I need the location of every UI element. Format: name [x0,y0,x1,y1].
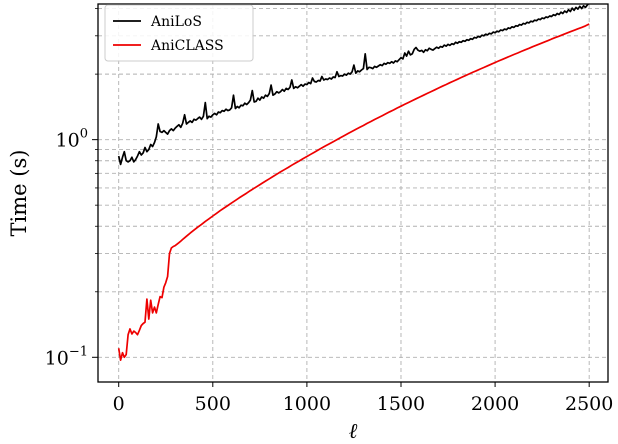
plot-area [117,4,590,362]
x-tick-label: 1500 [377,393,425,415]
legend-label: AniCLASS [150,38,224,54]
plot-frame [97,3,609,383]
legend: AniLoS AniCLASS [104,4,254,62]
axis-ticks: 0 500 1000 1500 2000 2500 10−1 100 [45,8,613,415]
x-tick-label: 2500 [565,393,613,415]
y-axis-label: Time (s) [7,150,31,237]
y-tick-label: 100 [56,127,88,152]
y-tick-label: 10−1 [45,344,88,369]
x-tick-label: 0 [113,393,125,415]
series-line-aniclass [117,23,590,362]
x-axis-label: ℓ [349,419,358,443]
x-tick-label: 2000 [471,393,519,415]
legend-label: AniLoS [150,14,202,30]
x-tick-label: 1000 [283,393,331,415]
legend-box [104,4,254,62]
x-tick-label: 500 [195,393,231,415]
series-line-anilos [117,4,590,166]
